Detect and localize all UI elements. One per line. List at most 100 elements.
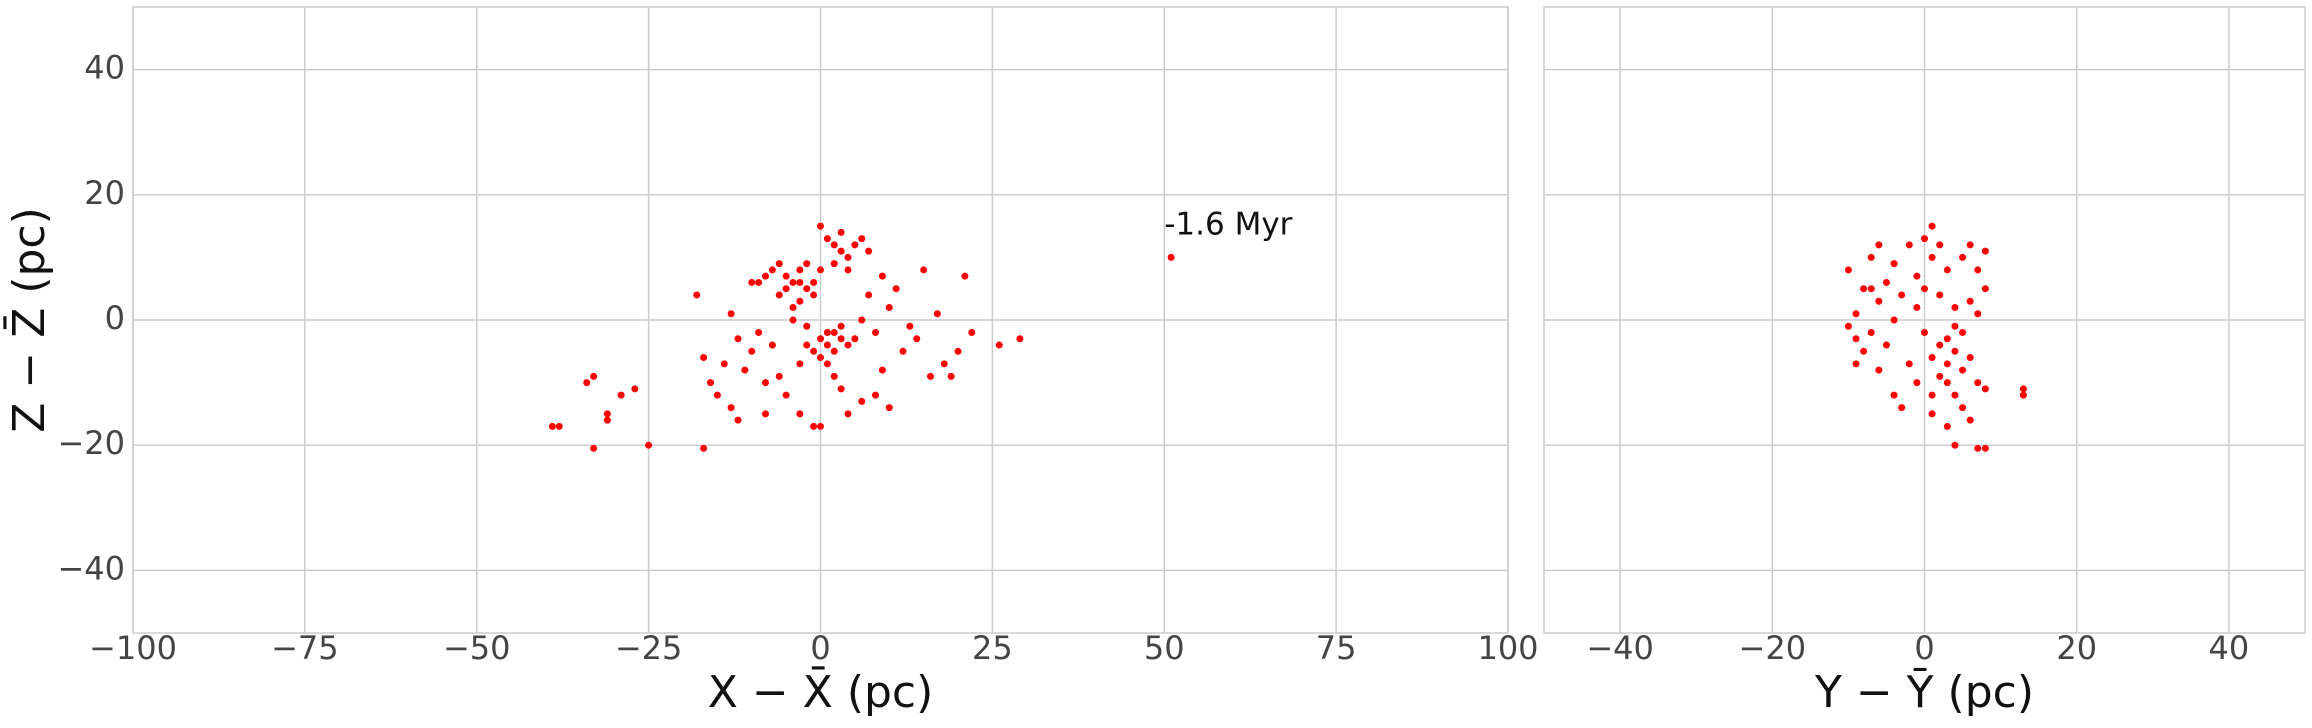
point [789,303,797,311]
point [1875,366,1883,374]
point [1974,379,1982,387]
point [1898,404,1906,412]
point [1852,335,1860,343]
point [803,341,811,349]
point [1951,441,1959,449]
x-tick-label: −100 [89,629,177,667]
point [1959,253,1967,261]
point [1974,444,1982,452]
point [1890,316,1898,324]
point [590,444,598,452]
point [872,329,879,337]
point [727,404,735,412]
point [2019,391,2027,399]
point [796,360,804,368]
point [1860,347,1868,355]
annotation: -1.6 Myr [1164,207,1292,243]
point [940,360,948,368]
point [830,372,838,380]
point [844,253,852,261]
point [590,372,598,380]
x-tick-label: −75 [271,629,339,667]
point [789,278,797,286]
x-tick-label: 20 [2056,629,2097,667]
point [755,329,763,337]
point [1890,260,1898,268]
x-tick-label: 0 [1914,629,1934,667]
point [1913,379,1921,387]
point [782,391,790,399]
point [1959,366,1967,374]
point [789,316,797,324]
point [1867,285,1875,293]
point [1951,347,1959,355]
point [1890,391,1898,399]
point [1951,322,1959,330]
point [906,322,914,330]
point [865,291,873,299]
point [878,272,886,280]
x-tick-label: 25 [972,629,1013,667]
point [844,341,852,349]
point [830,241,838,249]
point [1928,354,1936,362]
point [1966,241,1974,249]
point [700,354,708,362]
point [1943,360,1951,368]
point [1898,291,1906,299]
x-tick-label: 75 [1316,629,1357,667]
point [837,322,845,330]
x-tick-label: −50 [443,629,511,667]
point [1966,354,1974,362]
y-tick-label: −20 [57,424,125,462]
point [1905,241,1913,249]
point [548,422,556,430]
point [830,347,838,355]
point [1852,310,1860,318]
point [872,391,879,399]
point [817,422,824,430]
point [837,335,845,343]
point [1875,241,1883,249]
point [782,285,790,293]
point [858,397,866,405]
point [823,235,831,243]
point [762,272,769,280]
point [1913,303,1921,311]
y-axis-label: Z − Z̄ (pc) [2,207,55,433]
point [755,278,763,286]
point [700,444,708,452]
point [748,347,756,355]
point [762,379,769,387]
point [603,410,611,418]
point [762,410,769,418]
point [1882,341,1890,349]
point [796,266,804,274]
point [837,228,845,236]
point [1959,329,1967,337]
point [645,441,653,449]
point [1936,291,1944,299]
point [707,379,714,387]
point [858,235,866,243]
point [823,341,831,349]
point [830,260,838,268]
point [775,291,783,299]
point [954,347,962,355]
point [1905,360,1913,368]
point [1943,335,1951,343]
point [603,416,611,424]
point [1951,303,1959,311]
y-tick-label: 40 [84,49,125,87]
point [885,404,893,412]
point [693,291,701,299]
point [1852,360,1860,368]
point [1943,422,1951,430]
point [844,410,852,418]
point [631,385,639,393]
point [734,335,742,343]
point [1867,329,1875,337]
point [2019,385,2027,393]
point [899,347,907,355]
point [817,335,824,343]
